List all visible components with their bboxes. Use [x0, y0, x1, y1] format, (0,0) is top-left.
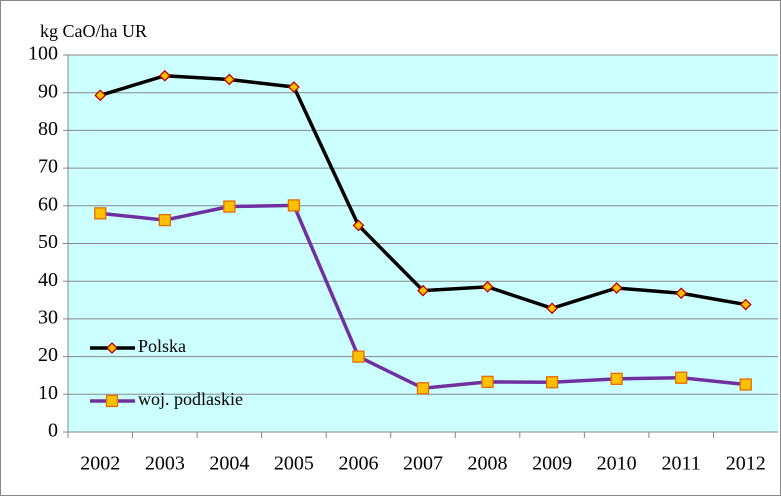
marker	[158, 213, 171, 227]
y-tick-label: 40	[38, 269, 58, 291]
marker	[352, 350, 365, 363]
x-tick-label: 2007	[403, 453, 443, 475]
marker	[675, 371, 688, 384]
marker	[158, 69, 171, 82]
marker	[94, 89, 107, 102]
legend-label: woj. podlaskie	[138, 389, 243, 409]
x-tick-label: 2005	[274, 453, 314, 475]
y-tick-label: 60	[38, 193, 58, 215]
y-tick-label: 50	[38, 231, 58, 253]
y-tick-label: 100	[28, 43, 58, 65]
marker	[481, 280, 494, 293]
y-tick-label: 10	[38, 382, 58, 404]
x-tick-label: 2012	[726, 453, 766, 475]
marker	[223, 73, 236, 86]
marker	[546, 302, 559, 315]
x-tick-label: 2003	[145, 453, 185, 475]
marker	[481, 375, 494, 389]
x-tick-label: 2008	[468, 453, 508, 475]
legend-marker	[106, 342, 118, 354]
marker	[223, 200, 236, 213]
y-tick-label: 0	[48, 420, 58, 442]
marker	[739, 298, 752, 311]
legend-label: Polska	[138, 336, 186, 356]
x-tick-label: 2011	[662, 453, 701, 475]
marker	[287, 81, 300, 93]
x-tick-label: 2006	[338, 453, 378, 475]
x-tick-label: 2009	[532, 453, 572, 475]
marker	[94, 207, 107, 220]
x-tick-label: 2004	[209, 453, 249, 475]
marker	[610, 282, 623, 294]
marker	[416, 382, 430, 395]
marker	[545, 376, 559, 389]
x-tick-label: 2010	[597, 453, 637, 475]
y-tick-label: 90	[38, 80, 58, 102]
marker	[675, 287, 688, 300]
marker	[352, 219, 365, 232]
legend-marker	[105, 394, 119, 408]
y-tick-label: 30	[38, 306, 58, 328]
y-tick-label: 20	[38, 344, 58, 366]
marker	[610, 372, 623, 385]
marker	[417, 284, 429, 297]
y-axis-label: kg CaO/ha UR	[40, 21, 147, 41]
y-tick-label: 70	[38, 156, 58, 178]
marker	[739, 378, 752, 391]
marker	[287, 199, 301, 212]
x-tick-label: 2002	[80, 453, 120, 475]
y-tick-label: 80	[38, 118, 58, 140]
